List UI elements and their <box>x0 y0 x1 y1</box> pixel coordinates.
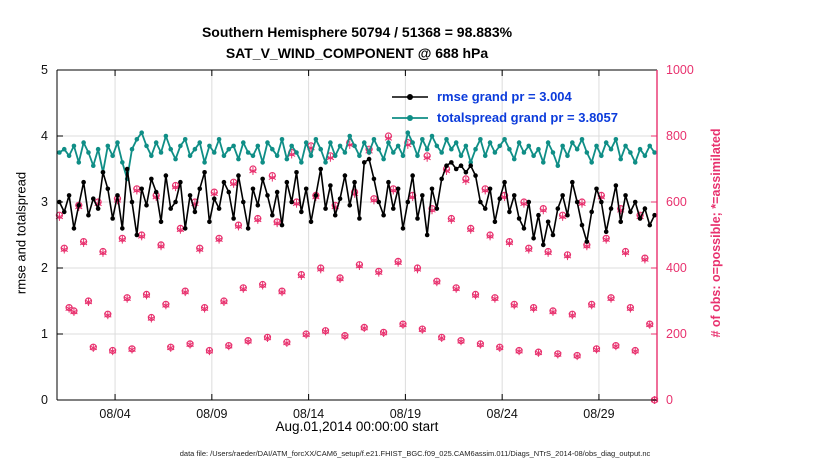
x-tick-label: 08/19 <box>390 407 421 421</box>
x-tick-label: 08/29 <box>583 407 614 421</box>
grid-lines <box>57 70 657 400</box>
y-left-tick-label: 3 <box>41 195 48 209</box>
y-axis-label-right: # of obs: o=possible; *=assimilated <box>709 128 723 338</box>
chart-title: Southern Hemisphere 50794 / 51368 = 98.8… <box>57 22 657 64</box>
series-rmse <box>57 156 657 248</box>
rmse-legend-marker-icon <box>392 93 428 100</box>
x-tick-label: 08/04 <box>99 407 130 421</box>
y-left-tick-label: 5 <box>41 63 48 77</box>
legend-label-rmse: rmse grand pr = 3.004 <box>437 89 572 104</box>
legend-label-totalspread: totalspread grand pr = 3.8057 <box>437 110 618 125</box>
x-axis-label: Aug.01,2014 00:00:00 start <box>275 419 439 434</box>
x-tick-label: 08/09 <box>196 407 227 421</box>
y-axis-label-left: rmse and totalspread <box>13 171 29 295</box>
plot-border <box>56 69 658 401</box>
y-right-tick-label: 0 <box>666 393 673 407</box>
data-file-caption: data file: /Users/raeder/DAI/ATM_forcXX/… <box>179 449 651 458</box>
series-assimilated <box>55 134 659 404</box>
y-right-tick-label: 600 <box>666 195 687 209</box>
chart-title-line2: SAT_V_WIND_COMPONENT @ 688 hPa <box>225 45 489 61</box>
legend-item-rmse: rmse grand pr = 3.004 <box>390 86 618 107</box>
chart-title-line1: Southern Hemisphere 50794 / 51368 = 98.8… <box>201 24 513 40</box>
y-left-tick-label: 0 <box>41 393 48 407</box>
y-left-tick-label: 1 <box>41 327 48 341</box>
totalspread-legend-marker-icon <box>392 114 428 121</box>
y-left-tick-label: 4 <box>41 129 48 143</box>
y-right-tick-label: 800 <box>666 129 687 143</box>
legend: rmse grand pr = 3.004 totalspread grand … <box>390 86 618 128</box>
y-right-tick-label: 200 <box>666 327 687 341</box>
y-right-tick-label: 1000 <box>666 63 694 77</box>
x-tick-label: 08/14 <box>293 407 324 421</box>
x-tick-label: 08/24 <box>487 407 518 421</box>
legend-item-totalspread: totalspread grand pr = 3.8057 <box>390 107 618 128</box>
axis-ticks-and-labels: 08/04 08/09 08/14 08/19 08/24 08/29 0 1 2 3 4 5 0 200… <box>41 63 694 421</box>
y-left-tick-label: 2 <box>41 261 48 275</box>
series-totalspread <box>57 130 657 182</box>
y-right-tick-label: 400 <box>666 261 687 275</box>
